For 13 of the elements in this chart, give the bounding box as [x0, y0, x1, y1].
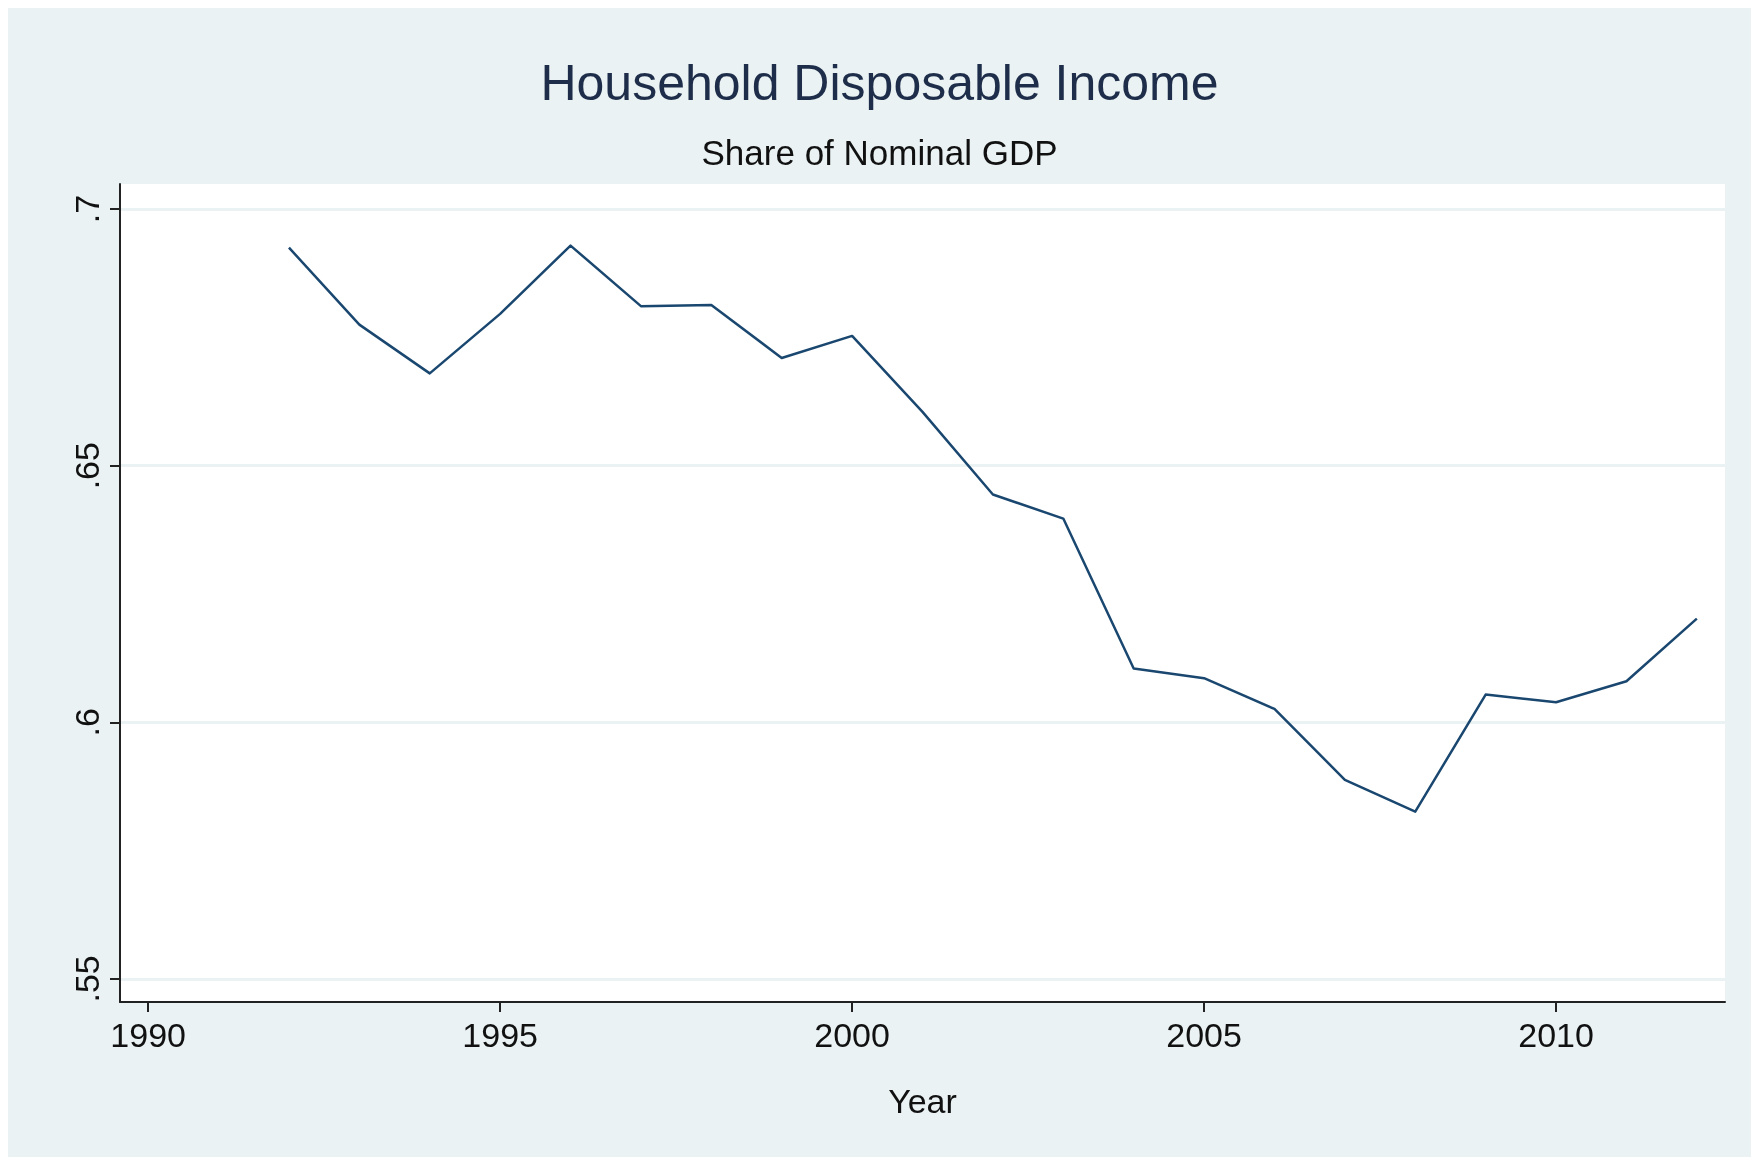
chart-title: Household Disposable Income	[540, 55, 1219, 111]
x-tick-label: 1990	[110, 1016, 186, 1054]
y-tick-label: .65	[68, 442, 106, 490]
line-series	[287, 244, 1699, 813]
x-tick-label: 1995	[462, 1016, 538, 1054]
x-axis-title: Year	[888, 1082, 957, 1120]
y-tick-label: .7	[68, 194, 106, 224]
x-tick-label: 2000	[814, 1016, 890, 1054]
x-tick-label: 2005	[1166, 1016, 1242, 1054]
x-tick-label: 2010	[1518, 1016, 1594, 1054]
y-tick-label: .55	[68, 955, 106, 1003]
y-tick-label: .6	[68, 708, 106, 737]
chart-subtitle: Share of Nominal GDP	[701, 133, 1058, 172]
